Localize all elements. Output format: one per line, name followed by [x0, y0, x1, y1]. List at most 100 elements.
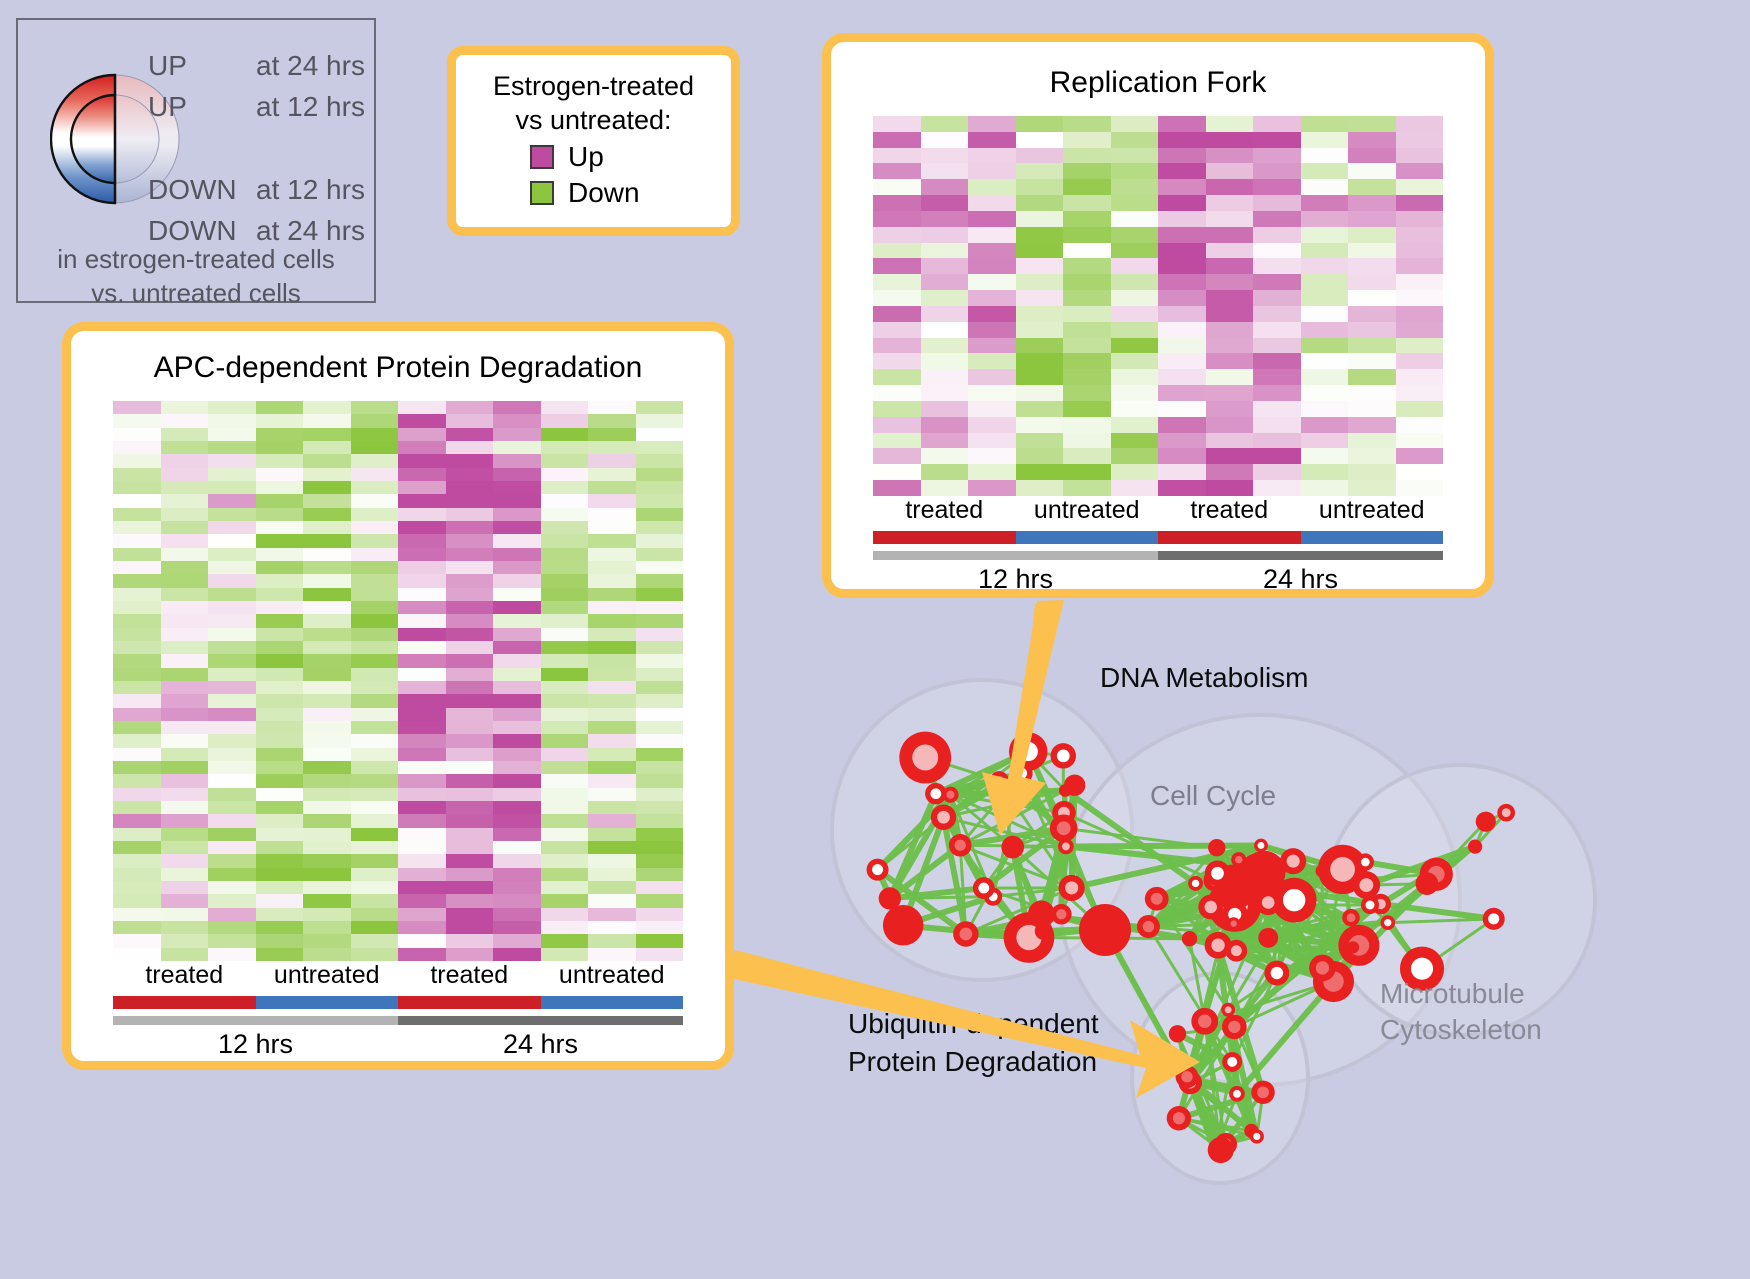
heatmap-cell	[303, 494, 351, 508]
heatmap-cell	[1300, 464, 1348, 481]
heatmap-cell	[1300, 290, 1348, 306]
heatmap-cell	[113, 560, 161, 575]
heatmap-cell	[160, 787, 208, 801]
heatmap-cell	[540, 867, 588, 881]
heatmap-cell	[540, 414, 588, 428]
key-time: at 24 hrs	[256, 215, 365, 246]
panel-apc-dependent-protein-degradation: APC-dependent Protein Degradation treate…	[62, 322, 734, 1070]
heatmap-cell	[398, 587, 446, 601]
heatmap-cell	[1015, 131, 1063, 148]
network-edge	[1071, 842, 1262, 891]
heatmap-cell	[873, 274, 921, 291]
heatmap-cell	[588, 920, 636, 935]
timepoint-label: 24 hrs	[1262, 564, 1339, 594]
heatmap-cell	[493, 880, 541, 895]
network-edge	[887, 792, 939, 900]
key-time: at 12 hrs	[256, 91, 365, 122]
heatmap-cell	[1015, 179, 1063, 196]
heatmap-cell	[493, 894, 541, 908]
heatmap-cell	[255, 600, 303, 615]
heatmap-cell	[493, 734, 541, 748]
heatmap-cell	[540, 654, 588, 668]
heatmap-cell	[113, 574, 161, 588]
heatmap-cell	[208, 560, 256, 575]
heatmap-cell	[540, 667, 588, 681]
heatmap-cell	[635, 854, 683, 868]
heatmap-cell	[588, 414, 636, 428]
network-node	[1027, 900, 1055, 928]
heatmap-cell	[1205, 226, 1253, 243]
heatmap-cell	[920, 210, 968, 227]
heatmap-cell	[1300, 305, 1348, 322]
heatmap-cell	[113, 934, 161, 948]
network-graph	[830, 678, 1597, 1185]
heatmap-cell	[398, 920, 446, 935]
heatmap-cell	[968, 131, 1016, 148]
timepoint-label-row: 12 hrs 24 hrs	[873, 564, 1443, 595]
panel-replication-fork: Replication Fork treated untreated treat…	[822, 33, 1494, 598]
column-label: untreated	[1318, 496, 1425, 524]
heatmap-cell	[113, 894, 161, 908]
heatmap-cell	[1158, 432, 1206, 449]
heatmap-cell	[255, 747, 303, 761]
heatmap-cell	[540, 827, 588, 841]
heatmap-cell	[920, 321, 968, 338]
network-node-core	[1181, 1071, 1193, 1083]
heatmap-cell	[635, 494, 683, 508]
heatmap-cell	[1015, 274, 1063, 291]
heatmap-cell	[1110, 242, 1158, 259]
heatmap-cell	[445, 934, 493, 948]
heatmap-cell	[445, 880, 493, 895]
heatmap-cell	[208, 894, 256, 908]
heatmap-cell	[208, 827, 256, 841]
heatmap-cell	[1110, 195, 1158, 211]
network-edge	[981, 825, 1066, 891]
heatmap-cell	[968, 321, 1016, 338]
network-node-core	[1065, 881, 1079, 895]
heatmap-cell	[303, 947, 351, 961]
heatmap-cell	[968, 147, 1016, 164]
heatmap-cell	[493, 600, 541, 615]
network-node	[882, 904, 924, 946]
heatmap-cell	[1205, 385, 1253, 401]
heatmap-cell	[113, 627, 161, 641]
heatmap-cell	[113, 720, 161, 735]
heatmap-cell	[350, 627, 398, 641]
network-node-core	[1228, 1020, 1241, 1034]
heatmap-cell	[1158, 226, 1206, 243]
network-node-core	[912, 744, 939, 771]
heatmap-cell	[1110, 369, 1158, 386]
heatmap-cell	[303, 560, 351, 575]
heatmap-cell	[398, 640, 446, 655]
column-annotations-replication-fork: treated untreated treated untreated 12 h…	[873, 496, 1443, 595]
network-node-core	[954, 839, 966, 851]
heatmap-cell	[398, 787, 446, 801]
heatmap-cell	[113, 654, 161, 668]
heatmap-cell	[398, 760, 446, 775]
heatmap-cell	[350, 867, 398, 881]
network-node	[878, 887, 902, 910]
network-node-core	[1233, 1089, 1241, 1098]
column-label-row: treated untreated treated untreated	[113, 961, 683, 990]
updown-legend-card: Estrogen-treated vs untreated: Up Down	[447, 46, 740, 236]
heatmap-cell	[588, 560, 636, 575]
heatmap-cell	[968, 210, 1016, 227]
heatmap-cell	[873, 321, 921, 338]
heatmap-cell	[255, 467, 303, 481]
heatmap-cell	[350, 507, 398, 521]
heatmap-cell	[398, 894, 446, 908]
heatmap-cell	[255, 774, 303, 788]
heatmap-cell	[588, 574, 636, 588]
heatmap-cell	[1395, 290, 1443, 306]
heatmap-cell	[113, 734, 161, 748]
heatmap-cell	[493, 654, 541, 668]
heatmap-cell	[540, 680, 588, 695]
heatmap-cell	[540, 507, 588, 521]
heatmap-cell	[208, 480, 256, 495]
heatmap-cell	[873, 337, 921, 354]
network-node-core	[1227, 1056, 1238, 1067]
heatmap-cell	[1253, 210, 1301, 227]
heatmap-cell	[1300, 258, 1348, 275]
heatmap-cell	[208, 707, 256, 721]
heatmap-cell	[493, 507, 541, 521]
